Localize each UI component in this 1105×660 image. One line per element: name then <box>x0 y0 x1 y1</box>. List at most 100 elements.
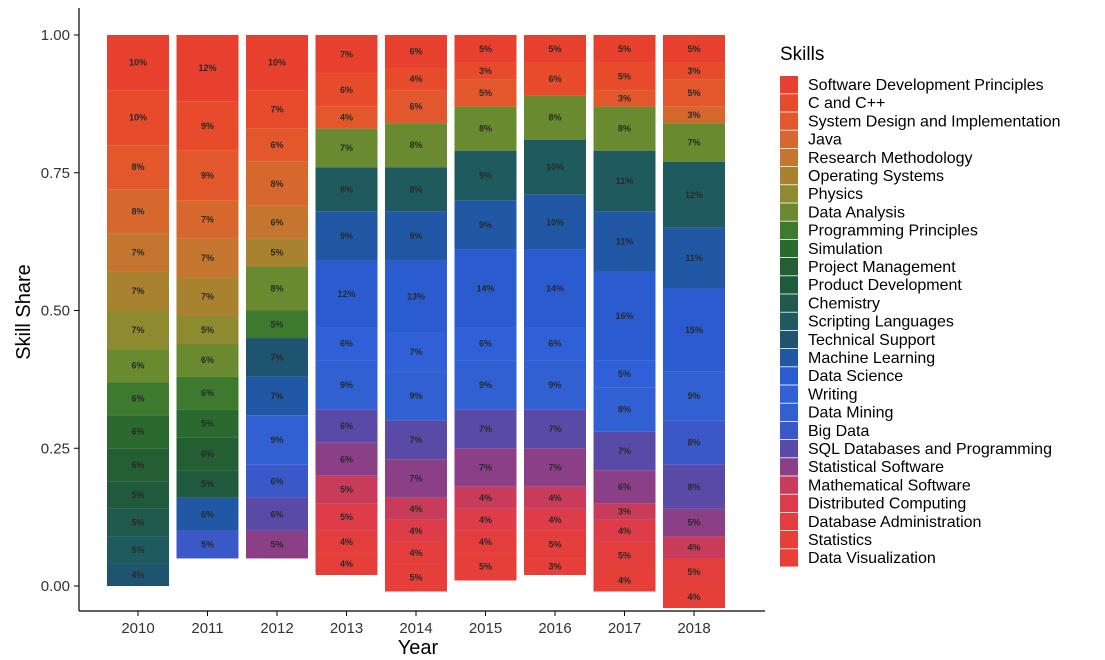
bar-segment-label: 4% <box>340 559 353 569</box>
bar-segment-label: 5% <box>270 540 283 550</box>
legend-swatch <box>780 349 798 367</box>
y-tick-label: 1.00 <box>41 27 70 44</box>
bar-segment-label: 9% <box>409 231 422 241</box>
bar-segment-label: 6% <box>270 476 283 486</box>
bar-segment <box>176 277 239 317</box>
bar-segment <box>246 415 308 465</box>
bar-segment <box>176 150 239 201</box>
bar-segment-label: 7% <box>409 435 422 445</box>
bar-segment-label: 6% <box>270 509 283 519</box>
legend-swatch <box>780 367 798 385</box>
bar-segment-label: 10% <box>546 217 564 227</box>
bar-segment-label: 15% <box>685 325 703 335</box>
bar-segment-label: 5% <box>618 369 631 379</box>
legend-label: System Design and Implementation <box>808 113 1061 130</box>
bar-segment-label: 12% <box>337 289 355 299</box>
bar-segment <box>315 73 378 107</box>
x-tick-label: 2017 <box>608 620 641 637</box>
bar-segment <box>176 200 239 239</box>
bar-segment-label: 5% <box>548 44 561 54</box>
bar-segment-label: 4% <box>618 526 631 536</box>
legend-swatch <box>780 185 798 203</box>
bar-segment-label: 7% <box>340 49 353 59</box>
bar-segment-label: 5% <box>131 518 144 528</box>
bar-segment <box>385 68 447 91</box>
bar-segment <box>176 343 239 377</box>
legend-label: Technical Support <box>808 332 936 349</box>
bar-segment <box>107 563 169 586</box>
bar-segment-label: 5% <box>201 418 214 428</box>
bar-segment <box>176 437 239 471</box>
bar-segment <box>246 464 308 498</box>
bar-segment <box>593 387 656 432</box>
bar-segment-label: 7% <box>548 424 561 434</box>
bar-segment <box>385 90 447 124</box>
bar-segment-label: 4% <box>548 515 561 525</box>
bar-segment-label: 6% <box>131 361 144 371</box>
bar-segment <box>663 62 725 80</box>
bar-segment <box>107 90 169 146</box>
bar-segment <box>246 128 308 162</box>
bar-segment-label: 7% <box>201 292 214 302</box>
bar-segment-label: 9% <box>548 380 561 390</box>
bar-segment <box>107 349 169 383</box>
x-tick-label: 2013 <box>330 620 363 637</box>
bar-segment <box>663 536 725 559</box>
bar-segment-label: 7% <box>409 347 422 357</box>
bar-segment-label: 7% <box>201 215 214 225</box>
bar-segment <box>107 382 169 416</box>
bar-segment-label: 7% <box>270 391 283 401</box>
bar-segment <box>246 266 308 311</box>
bar-segment-label: 7% <box>479 463 492 473</box>
x-tick-label: 2014 <box>399 620 432 637</box>
bar-segment-label: 5% <box>479 562 492 572</box>
bar-segment <box>315 167 378 212</box>
x-tick-label: 2011 <box>191 620 223 637</box>
y-tick-label: 0.50 <box>41 303 70 320</box>
x-axis-title: Year <box>398 637 439 659</box>
bar-segment <box>107 310 169 350</box>
legend-label: Software Development Principles <box>808 77 1044 94</box>
legend-label: Operating Systems <box>808 168 944 185</box>
legend-swatch <box>780 167 798 185</box>
bar-segment <box>454 508 517 531</box>
bar-segment <box>176 470 239 498</box>
bar-segment-label: 7% <box>548 463 561 473</box>
bar-segment <box>107 448 169 482</box>
bar-segment-label: 8% <box>409 140 422 150</box>
bar-segment-label: 8% <box>131 206 144 216</box>
bar-segment-label: 9% <box>479 220 492 230</box>
bar-segment-label: 8% <box>131 162 144 172</box>
bar-segment <box>593 360 656 388</box>
bar-segment <box>593 569 656 592</box>
bar-segment-label: 12% <box>685 190 703 200</box>
bar-segment <box>524 194 586 250</box>
bar-segment <box>107 415 169 449</box>
bar-segment-label: 14% <box>546 283 564 293</box>
bar-segment-label: 8% <box>687 482 700 492</box>
legend-label: Statistical Software <box>808 459 944 476</box>
bar-segment <box>663 420 725 465</box>
bar-segment-label: 5% <box>618 44 631 54</box>
bar-segment <box>663 288 725 372</box>
bar-segment <box>524 448 586 487</box>
legend-label: Programming Principles <box>808 223 978 240</box>
legend-swatch <box>780 276 798 294</box>
bar-segment <box>593 35 656 63</box>
bar-segment <box>593 90 656 107</box>
legend-label: Project Management <box>808 259 956 276</box>
y-tick-label: 0.00 <box>41 578 70 595</box>
bar-segment-label: 5% <box>687 88 700 98</box>
bar-segment-label: 5% <box>270 248 283 258</box>
bar-segment <box>246 35 308 91</box>
bar-segment <box>524 558 586 575</box>
legend-swatch <box>780 148 798 167</box>
bar-segment-label: 5% <box>340 512 353 522</box>
bar-segment <box>524 139 586 195</box>
bar-segment-label: 11% <box>616 176 634 186</box>
bar-segment-label: 5% <box>131 490 144 500</box>
legend-swatch <box>780 94 798 112</box>
bar-segment <box>176 376 239 410</box>
legend-swatch <box>780 330 798 349</box>
bar-segment-label: 5% <box>201 540 214 550</box>
